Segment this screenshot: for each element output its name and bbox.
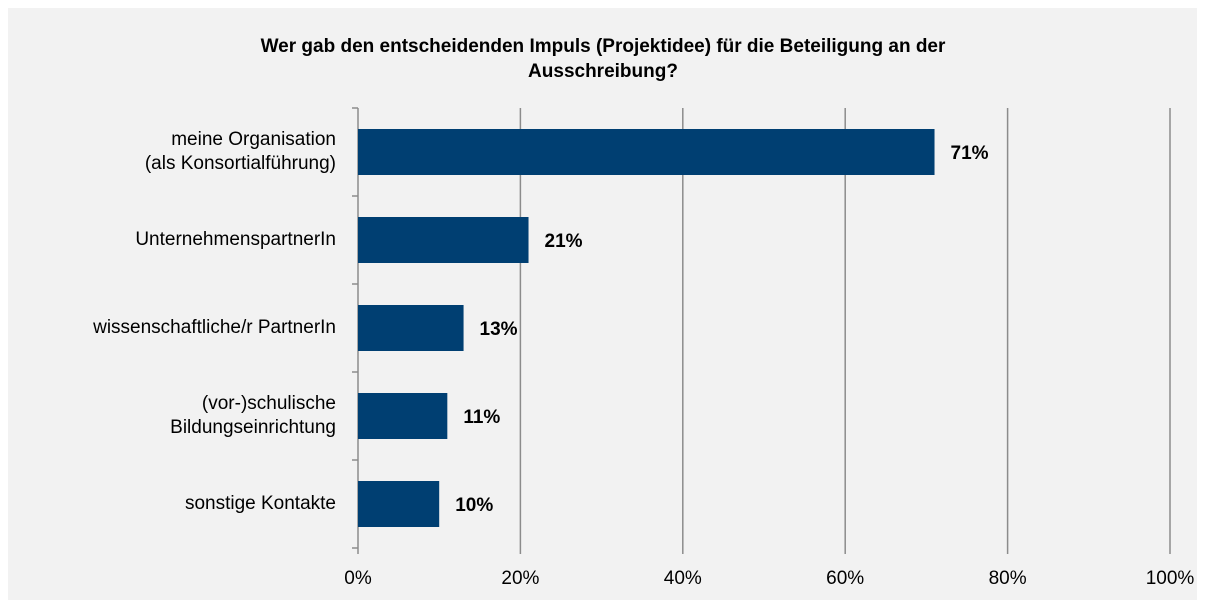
value-label: 10% (455, 495, 493, 516)
y-tick-label: UnternehmenspartnerIn (135, 229, 336, 250)
bar (358, 217, 529, 263)
x-tick-label: 40% (664, 568, 702, 589)
bar (358, 481, 440, 527)
chart-title: Wer gab den entscheidenden Impuls (Proje… (260, 36, 946, 82)
y-tick-label: wissenschaftliche/r PartnerIn (92, 317, 336, 338)
x-tick-label: 0% (344, 568, 372, 589)
value-label: 71% (951, 143, 989, 164)
bar (358, 305, 464, 351)
bar (358, 129, 935, 175)
y-tick-label: meine Organisation (als Konsortialführung… (145, 129, 336, 174)
x-tick-label: 20% (501, 568, 539, 589)
value-label: 11% (463, 407, 500, 428)
y-tick-label: (vor-)schulische Bildungseinrichtung (170, 393, 336, 438)
value-label: 21% (545, 231, 583, 252)
y-tick-label: sonstige Kontakte (185, 493, 336, 514)
background (8, 8, 1197, 600)
x-tick-label: 60% (826, 568, 864, 589)
x-tick-label: 80% (989, 568, 1027, 589)
value-label: 13% (480, 319, 518, 340)
x-tick-label: 100% (1146, 568, 1195, 589)
bar (358, 393, 448, 439)
